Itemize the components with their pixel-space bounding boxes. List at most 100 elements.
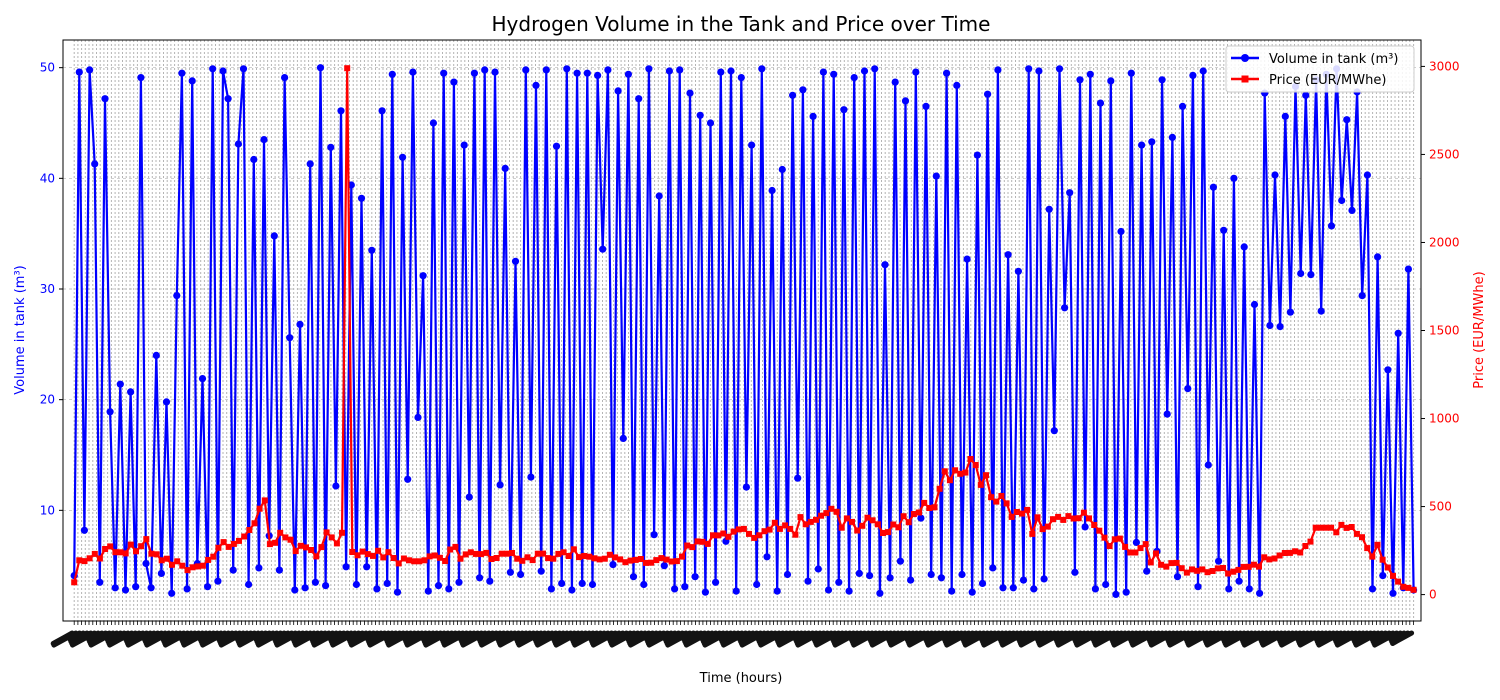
data-point [730, 528, 737, 535]
data-point [1281, 112, 1289, 120]
data-point [436, 554, 443, 561]
data-point [1127, 549, 1134, 556]
data-point [704, 540, 711, 547]
data-point [1101, 534, 1108, 541]
data-point [876, 589, 884, 597]
data-point [256, 505, 263, 512]
data-point [799, 86, 807, 94]
data-point [96, 578, 104, 586]
data-point [498, 550, 505, 557]
data-point [473, 550, 479, 557]
data-point [1374, 541, 1381, 548]
data-point [604, 66, 612, 74]
data-point [511, 257, 520, 265]
data-point [671, 585, 679, 593]
data-point [457, 555, 464, 562]
data-point [552, 142, 561, 150]
data-point [342, 563, 350, 571]
data-point [732, 587, 740, 595]
data-point [1307, 538, 1314, 545]
data-point [375, 547, 382, 554]
data-point [537, 567, 545, 575]
data-point [912, 68, 920, 76]
data-point [998, 493, 1005, 499]
data-point [833, 508, 840, 515]
data-point [1066, 189, 1074, 197]
data-point [368, 246, 376, 254]
data-point [599, 245, 607, 253]
data-point [236, 537, 242, 544]
data-point [313, 553, 320, 560]
data-point [281, 74, 289, 82]
data-point [619, 434, 627, 442]
x-tick-marks [73, 621, 1414, 625]
data-point [75, 68, 83, 76]
data-point [1369, 553, 1376, 560]
data-point [1127, 69, 1135, 77]
data-point [1132, 538, 1140, 547]
data-point [1225, 585, 1233, 593]
data-point [517, 570, 525, 579]
data-point [943, 69, 951, 77]
data-point [1343, 116, 1351, 124]
data-point [932, 172, 940, 180]
data-point [1122, 588, 1130, 596]
data-point [287, 536, 294, 543]
data-point [194, 563, 201, 570]
left-tick-label: 50 [40, 61, 55, 75]
data-point [354, 552, 361, 559]
left-tick-label: 20 [40, 393, 55, 407]
data-point [576, 554, 582, 561]
data-point [632, 556, 639, 563]
data-point [1404, 265, 1412, 273]
left-tick-label: 30 [40, 282, 55, 296]
data-point [1137, 545, 1144, 552]
data-point [1050, 516, 1056, 523]
data-point [168, 589, 176, 597]
legend-box [1225, 45, 1415, 93]
data-point [874, 521, 881, 528]
data-point [1359, 534, 1365, 541]
data-point [673, 558, 680, 565]
data-point [406, 557, 412, 564]
data-point [1086, 515, 1092, 522]
data-point [1199, 67, 1207, 75]
data-point [101, 95, 109, 103]
data-point [296, 320, 304, 328]
data-point [663, 556, 670, 563]
data-point [399, 153, 407, 161]
data-point [802, 521, 809, 528]
data-point [80, 526, 88, 534]
data-point [424, 587, 432, 595]
data-point [102, 546, 109, 552]
data-point [1075, 515, 1082, 522]
data-point [710, 532, 716, 539]
data-point [183, 585, 191, 593]
data-point [581, 553, 588, 559]
data-point [994, 66, 1002, 74]
series-line [73, 66, 1415, 596]
data-point [573, 69, 581, 77]
data-point [921, 499, 928, 506]
data-point [1142, 541, 1149, 548]
right-tick-label: 3000 [1429, 59, 1460, 73]
data-point [1173, 559, 1180, 566]
data-point [426, 553, 433, 560]
data-point [565, 553, 572, 559]
data-point [96, 555, 103, 562]
data-point [1117, 227, 1125, 236]
data-point [1061, 304, 1069, 312]
data-point [447, 546, 454, 553]
data-point [922, 102, 930, 110]
data-point [958, 570, 966, 579]
data-point [1179, 102, 1187, 110]
data-point [753, 580, 761, 589]
data-point [1240, 563, 1247, 570]
data-point [761, 528, 768, 535]
data-point [476, 574, 484, 582]
data-point [157, 569, 165, 578]
data-point [465, 493, 473, 501]
data-point [1394, 329, 1402, 337]
data-point [1364, 545, 1371, 552]
data-point [86, 66, 94, 74]
